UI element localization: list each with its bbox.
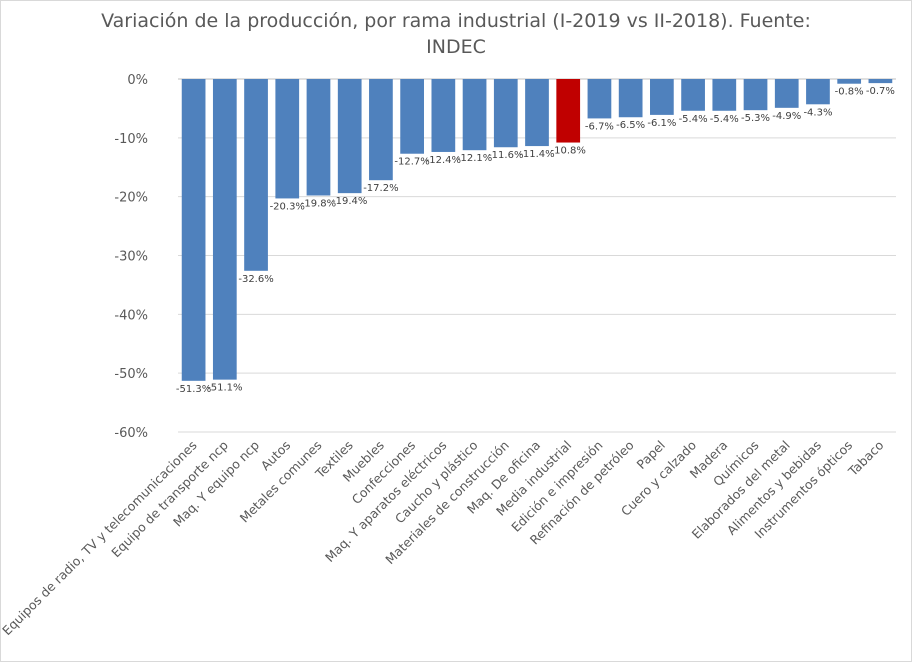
data-label: -6.1% [647, 118, 676, 129]
bar [369, 79, 393, 181]
bar [212, 79, 237, 380]
data-label: -32.6% [238, 274, 273, 285]
chart-title-line-1: Variación de la producción, por rama ind… [101, 10, 811, 32]
data-label: -0.8% [835, 87, 864, 98]
chart-title: Variación de la producción, por rama ind… [0, 8, 912, 60]
y-tick-label: -10% [114, 132, 148, 147]
data-label: -11.4% [519, 149, 554, 160]
bar [868, 79, 893, 84]
y-tick-label: 0% [127, 73, 148, 88]
bar [493, 79, 518, 148]
bar [525, 79, 549, 147]
bar [743, 79, 768, 111]
data-label: -19.4% [332, 196, 367, 207]
data-label: -10.8% [551, 146, 586, 157]
data-label: -5.4% [710, 114, 739, 125]
data-label: -11.6% [488, 150, 523, 161]
data-label: -17.2% [363, 183, 398, 194]
bar [650, 79, 674, 115]
bar [681, 79, 705, 111]
data-label: -6.5% [616, 120, 645, 131]
data-label: -6.7% [585, 121, 614, 132]
bar [837, 79, 862, 84]
data-label: -12.1% [457, 153, 492, 164]
data-label: -5.3% [741, 113, 770, 124]
y-tick-label: -60% [114, 426, 148, 441]
bar [712, 79, 737, 111]
y-tick-label: -30% [114, 250, 148, 265]
bar [337, 79, 362, 194]
bar [587, 79, 612, 119]
bar [556, 79, 581, 143]
bar [774, 79, 799, 108]
data-label: -51.3% [176, 384, 211, 395]
y-tick-label: -40% [114, 308, 148, 323]
y-tick-label: -50% [114, 367, 148, 382]
bar [306, 79, 331, 196]
bar [181, 79, 206, 381]
chart-title-line-2: INDEC [426, 36, 486, 58]
bar [275, 79, 300, 199]
data-label: -20.3% [270, 201, 305, 212]
data-label: -19.8% [301, 198, 336, 209]
data-label: -5.4% [679, 114, 708, 125]
bar [618, 79, 643, 118]
bar [431, 79, 456, 152]
data-label: -51.1% [207, 383, 242, 394]
bar [244, 79, 268, 271]
data-label: -12.7% [394, 157, 429, 168]
bar [806, 79, 830, 105]
data-label: -4.9% [772, 111, 801, 122]
category-label: Equipos de radio, TV y telecomunicacione… [0, 438, 200, 639]
bar [400, 79, 424, 154]
data-label: -0.7% [866, 86, 895, 97]
data-label: -12.4% [426, 155, 461, 166]
bar [462, 79, 487, 151]
data-label: -4.3% [803, 107, 832, 118]
y-tick-label: -20% [114, 191, 148, 206]
